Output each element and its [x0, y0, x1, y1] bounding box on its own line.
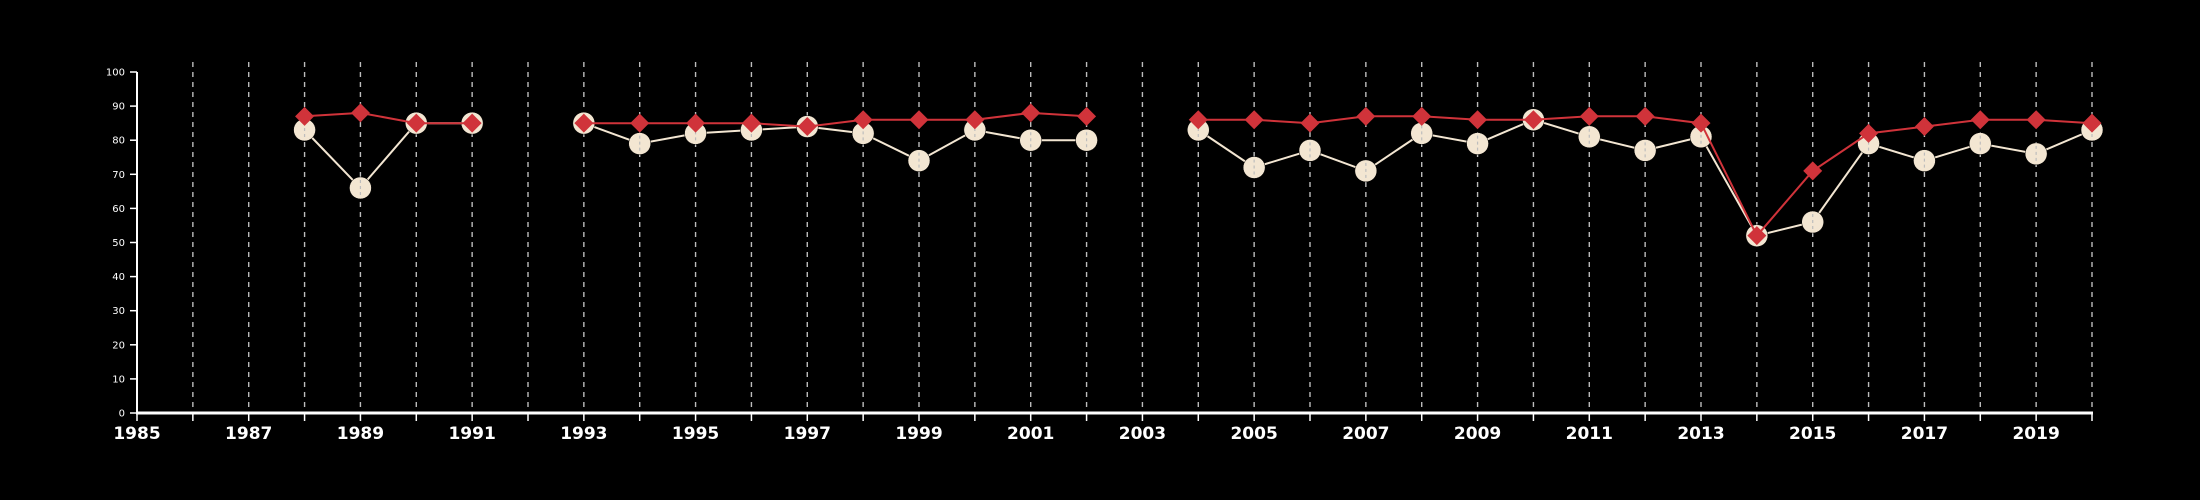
data-point — [295, 106, 315, 126]
data-point — [965, 110, 985, 130]
data-point — [1859, 123, 1879, 143]
data-point — [1468, 110, 1488, 130]
data-point — [574, 113, 594, 133]
series-line — [583, 111, 1087, 128]
data-point — [1691, 113, 1711, 133]
x-tick-label: 1985 — [113, 424, 160, 444]
data-point — [1803, 161, 1823, 181]
x-tick-label: 1997 — [784, 424, 831, 444]
x-tick-label: 2011 — [1566, 424, 1613, 444]
x-tick-label: 1991 — [448, 424, 495, 444]
y-tick-label: 80 — [112, 136, 125, 147]
series-line — [304, 111, 473, 125]
data-point — [1747, 226, 1767, 246]
data-point — [1970, 110, 1990, 130]
x-tick-label: 1987 — [225, 424, 272, 444]
data-point — [686, 113, 706, 133]
data-point — [406, 113, 426, 133]
data-point — [741, 113, 761, 133]
x-tick-label: 2009 — [1454, 424, 1501, 444]
y-tick-label: 10 — [112, 374, 125, 385]
data-point — [2026, 110, 2046, 130]
x-tick-label: 2003 — [1119, 424, 1166, 444]
data-point — [2082, 113, 2102, 133]
data-point — [1579, 106, 1599, 126]
x-tick-label: 2007 — [1342, 424, 1389, 444]
x-tick-label: 1999 — [895, 424, 942, 444]
data-point — [1021, 103, 1041, 123]
y-tick-label: 70 — [112, 170, 125, 181]
x-tick-label: 1995 — [672, 424, 719, 444]
data-point — [853, 110, 873, 130]
data-point — [1412, 106, 1432, 126]
data-point — [1356, 106, 1376, 126]
series-line — [303, 122, 473, 190]
data-point — [909, 110, 929, 130]
x-tick-label: 2015 — [1789, 424, 1836, 444]
axes: 0 10 20 30 40 50 60 70 80 90 100 1985 1987 1989 1991 19… — [106, 68, 2093, 444]
series-line — [583, 122, 1087, 162]
data-point — [1523, 110, 1543, 130]
x-tick-label: 2001 — [1007, 424, 1054, 444]
data-point — [797, 117, 817, 137]
series-line — [1197, 118, 2093, 237]
x-tick-label: 2005 — [1230, 424, 1277, 444]
x-tick-label: 2013 — [1677, 424, 1724, 444]
x-tick-label: 1993 — [560, 424, 607, 444]
x-tick-label: 2019 — [2012, 424, 2059, 444]
data-point — [1188, 110, 1208, 130]
data-point — [350, 103, 370, 123]
y-tick-label: 100 — [106, 68, 125, 79]
y-tick-label: 20 — [112, 340, 125, 351]
data-point — [1914, 117, 1934, 137]
y-tick-label: 30 — [112, 306, 125, 317]
data-point — [462, 113, 482, 133]
data-point — [1244, 110, 1264, 130]
y-tick-label: 90 — [112, 102, 125, 113]
grid-lines — [192, 62, 2093, 413]
data-point — [1635, 106, 1655, 126]
y-tick-label: 0 — [119, 409, 125, 420]
y-tick-label: 50 — [112, 238, 125, 249]
x-tick-label: 2017 — [1901, 424, 1948, 444]
series-layer — [293, 103, 2104, 247]
series-1 — [293, 108, 2104, 247]
data-point — [630, 113, 650, 133]
series-2 — [295, 103, 2102, 246]
data-point — [1077, 106, 1097, 126]
data-point — [1300, 113, 1320, 133]
y-tick-label: 60 — [112, 204, 125, 215]
x-tick-label: 1989 — [337, 424, 384, 444]
y-tick-label: 40 — [112, 272, 125, 283]
